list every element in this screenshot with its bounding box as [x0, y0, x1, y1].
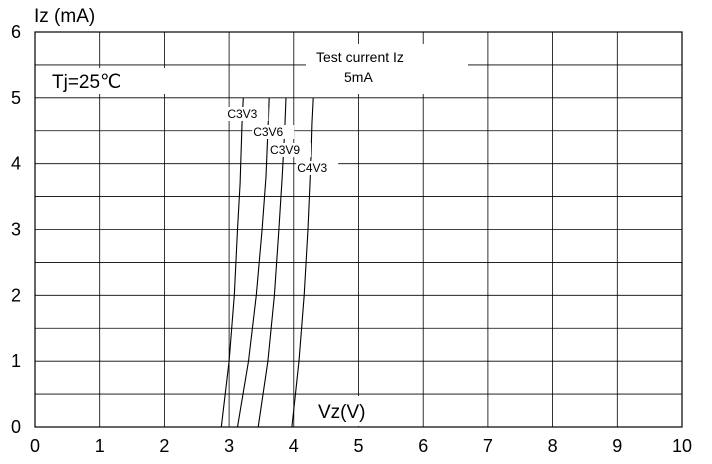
series-line-c4v3	[291, 97, 314, 428]
x-tick-label: 9	[612, 436, 622, 456]
condition-label: Tj=25℃	[52, 72, 121, 93]
series-label-c3v3: C3V3	[227, 107, 257, 121]
condition-label-bg	[50, 68, 168, 94]
series-label-bg	[252, 125, 295, 139]
x-tick-label: 6	[418, 436, 428, 456]
y-tick-label: 6	[11, 22, 21, 42]
x-tick-label: 4	[289, 436, 299, 456]
x-tick-label: 3	[224, 436, 234, 456]
y-axis-title: Iz (mA)	[34, 6, 95, 27]
y-tick-label: 5	[11, 88, 21, 108]
series-line-c3v3	[220, 97, 244, 428]
y-tick-label: 0	[11, 417, 21, 437]
series-labels: C3V3 C3V6 C3V9 C4V3	[226, 107, 339, 175]
x-tick-label: 1	[95, 436, 105, 456]
tick-labels: 0 1 2 3 4 5 6 7 8 9 10 0 1 2 3 4 5 6	[11, 22, 692, 456]
y-tick-label: 4	[11, 154, 21, 174]
series-label-bg	[296, 161, 339, 175]
grid	[34, 31, 683, 428]
x-tick-label: 8	[548, 436, 558, 456]
x-axis-title: Vz(V)	[318, 402, 366, 423]
y-tick-label: 1	[11, 351, 21, 371]
x-tick-label: 0	[30, 436, 40, 456]
x-axis-title-bg	[312, 396, 388, 426]
x-tick-label: 7	[483, 436, 493, 456]
test-current-line2: 5mA	[344, 69, 373, 85]
series-label-bg	[269, 143, 312, 157]
y-tick-label: 2	[11, 285, 21, 305]
test-current-note-bg	[306, 44, 468, 94]
y-tick-label: 3	[11, 220, 21, 240]
series-label-c3v9: C3V9	[270, 143, 300, 157]
series-label-c3v6: C3V6	[253, 125, 283, 139]
x-tick-label: 10	[672, 436, 692, 456]
test-current-line1: Test current Iz	[316, 49, 404, 65]
series-label-c4v3: C4V3	[297, 161, 327, 175]
x-tick-label: 5	[353, 436, 363, 456]
x-tick-label: 2	[159, 436, 169, 456]
series-label-bg	[226, 107, 269, 121]
